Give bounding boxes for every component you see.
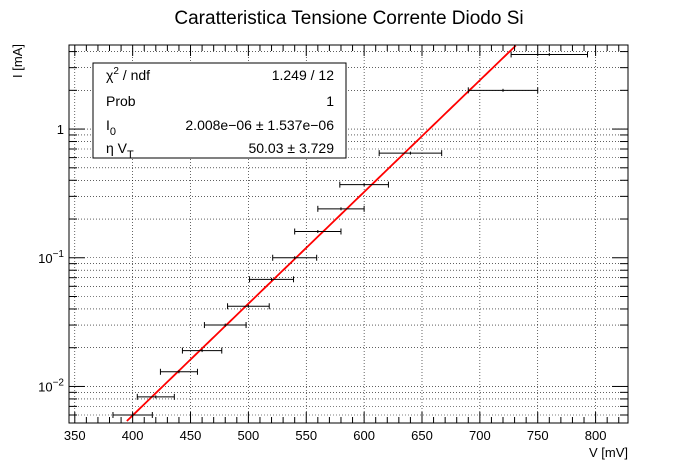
stats-row-value: 2.008e−06 ± 1.537e−06 — [185, 117, 334, 133]
x-tick-label: 350 — [64, 428, 86, 443]
stats-box-frame — [92, 62, 347, 159]
data-points — [112, 51, 588, 419]
stats-label-rest: / ndf — [119, 67, 150, 83]
y-tick-label: 10−1 — [38, 249, 64, 266]
data-point — [159, 368, 198, 375]
data-point — [317, 205, 365, 212]
data-point — [136, 393, 175, 400]
stats-row-value: 1.249 / 12 — [272, 67, 334, 83]
plot-frame — [68, 44, 629, 424]
fit-curve — [126, 44, 517, 422]
stats-label-sup: 2 — [113, 66, 119, 77]
stats-row-value: 1 — [326, 93, 334, 109]
y-tick-base: 1 — [57, 122, 64, 137]
y-tick-label: 10−2 — [38, 377, 64, 394]
stats-row-label: Prob — [106, 93, 136, 109]
y-tick-label: 1 — [57, 122, 64, 137]
stats-label-main: χ — [106, 67, 114, 83]
stats-row-label: I0 — [106, 117, 116, 138]
x-tick-label: 550 — [295, 428, 317, 443]
x-tick-label: 700 — [469, 428, 491, 443]
data-point — [227, 303, 270, 310]
data-point — [249, 276, 295, 283]
y-axis-label: I [mA] — [10, 44, 25, 78]
data-point — [510, 51, 588, 58]
plot-frame-rect — [68, 44, 629, 424]
data-point — [272, 254, 318, 261]
x-axis-label: V [mV] — [589, 445, 628, 460]
fit-stats-box: χ2 / ndf 1.249 / 12 Prob 1 I0 2.008e−06 ± 1.5… — [92, 62, 347, 161]
y-tick-base: 10 — [38, 251, 52, 266]
stats-label-sub: T — [127, 149, 134, 161]
stats-label-main: η V — [106, 140, 128, 156]
stats-row-value: 50.03 ± 3.729 — [248, 140, 334, 156]
x-tick-label: 400 — [122, 428, 144, 443]
x-tick-label: 600 — [353, 428, 375, 443]
data-point — [467, 87, 539, 94]
data-point — [203, 322, 247, 329]
data-point — [181, 347, 223, 354]
data-point — [378, 150, 443, 157]
chart-title: Caratteristica Tensione Corrente Diodo S… — [174, 8, 523, 29]
x-tick-label: 450 — [180, 428, 202, 443]
y-tick-exponent: −1 — [53, 249, 65, 260]
stats-label-main: I — [106, 117, 110, 133]
fit-layer — [126, 44, 517, 422]
y-tick-base: 10 — [38, 379, 52, 394]
stats-label-sub: 0 — [110, 126, 116, 138]
y-axis-ticks: 10−210−11 — [38, 51, 628, 416]
x-tick-label: 750 — [527, 428, 549, 443]
x-tick-label: 500 — [238, 428, 260, 443]
x-tick-label: 650 — [411, 428, 433, 443]
x-axis-ticks: 350 400 450 500 550 600 650 700 750 800 — [64, 45, 620, 443]
stats-label-main: Prob — [106, 93, 136, 109]
stats-row-label: χ2 / ndf — [106, 66, 150, 83]
y-tick-exponent: −2 — [53, 377, 65, 388]
stats-row-label: η VT — [106, 140, 134, 161]
data-point — [294, 228, 342, 235]
data-point — [339, 181, 389, 188]
x-tick-label: 800 — [585, 428, 607, 443]
